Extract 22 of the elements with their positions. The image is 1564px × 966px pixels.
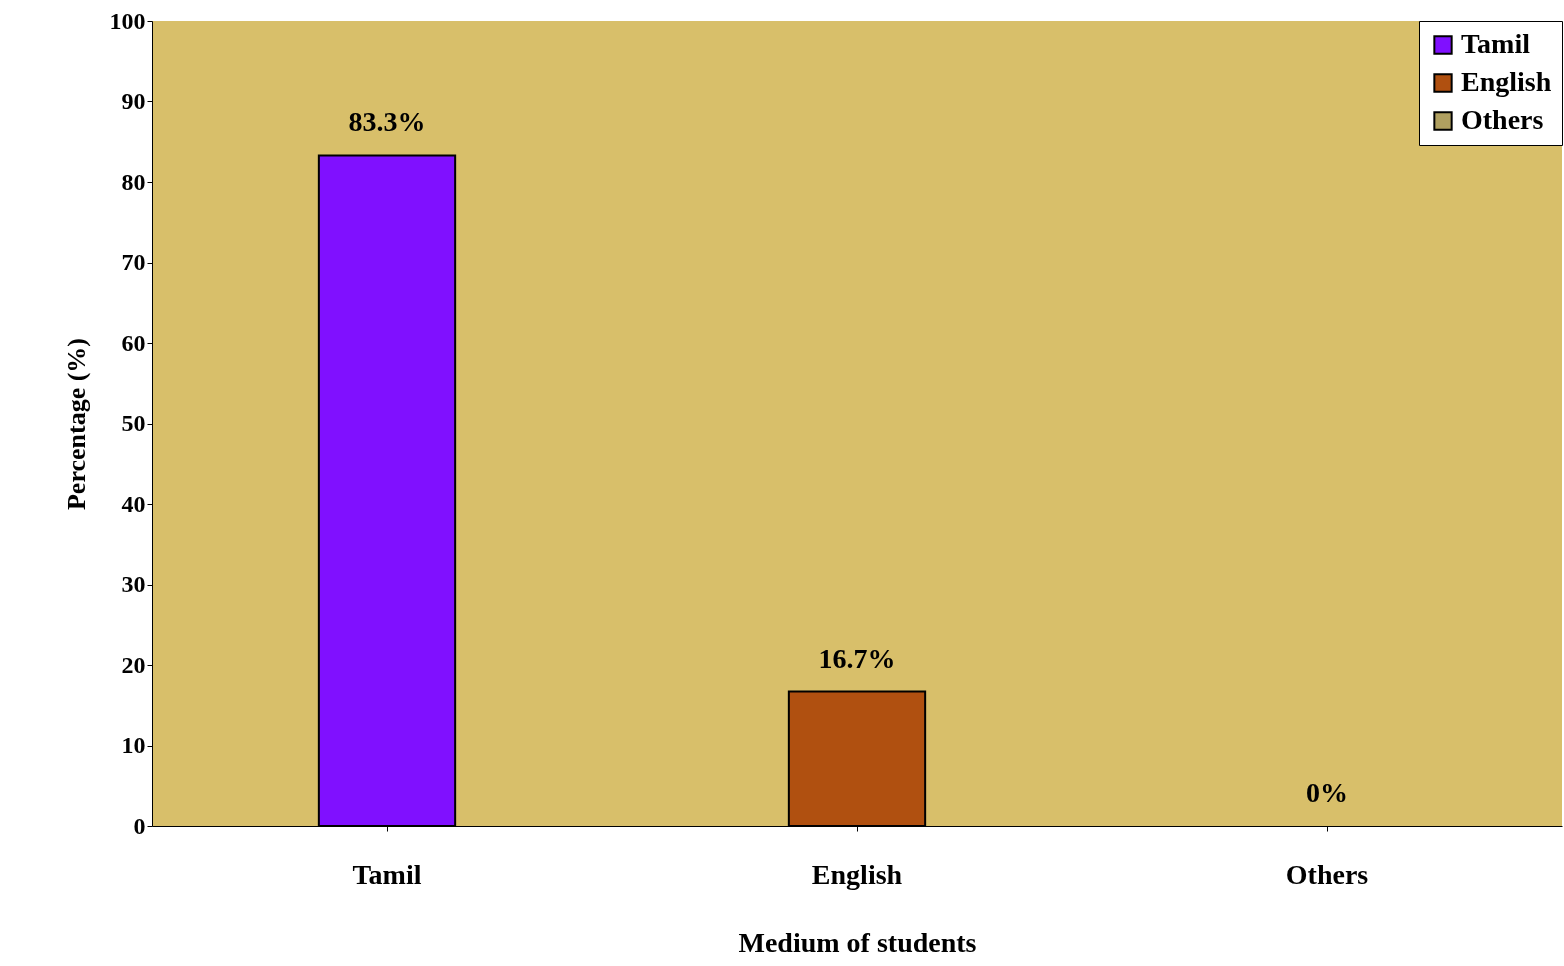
- y-axis-title: Percentage (%): [61, 337, 91, 511]
- y-tick-label: 10: [121, 732, 146, 758]
- x-tick-label: English: [811, 858, 903, 890]
- y-tick-label: 50: [121, 410, 146, 436]
- x-axis-title: Medium of students: [738, 926, 977, 958]
- legend-label: Others: [1461, 104, 1544, 135]
- y-tick-label: 0: [133, 812, 146, 839]
- y-tick-label: 100: [109, 7, 146, 34]
- x-tick-label: Tamil: [352, 858, 422, 890]
- y-tick-label: 60: [121, 329, 146, 356]
- legend-label: Tamil: [1461, 28, 1531, 59]
- legend-label: English: [1461, 66, 1552, 97]
- y-tick-label: 80: [121, 168, 146, 195]
- y-tick-label: 20: [121, 651, 146, 678]
- y-tick-label: 40: [121, 490, 146, 517]
- text: 0%: [1306, 777, 1348, 808]
- text: 16.7%: [818, 642, 896, 674]
- y-tick-label: 30: [121, 571, 146, 597]
- text: 83.3%: [348, 106, 426, 138]
- y-tick-label: 70: [121, 249, 146, 275]
- x-tick-label: Others: [1285, 858, 1369, 890]
- y-tick-label: 90: [121, 88, 146, 114]
